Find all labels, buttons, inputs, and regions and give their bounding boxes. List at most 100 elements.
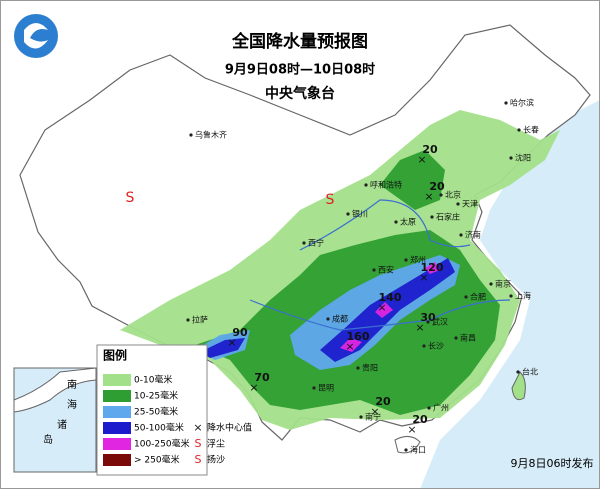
period: 9月9日08时—10日08时 <box>225 62 375 78</box>
city-dot <box>454 336 458 340</box>
city-dot <box>364 183 368 187</box>
city-label: 乌鲁木齐 <box>195 130 227 140</box>
rain-area <box>340 338 362 352</box>
city-label: 太原 <box>400 217 416 227</box>
legend: 图例 0-10毫米 10-25毫米 25-50毫米 50-100毫米 100-250毫米 >… <box>96 344 208 476</box>
city-label: 北京 <box>445 190 461 200</box>
city-dot <box>516 370 520 374</box>
legend-swatch <box>103 406 131 418</box>
rain-area <box>200 338 245 358</box>
city-label: 武汉 <box>432 317 448 327</box>
city-label: 银川 <box>352 209 368 219</box>
city-label: 西宁 <box>308 238 324 248</box>
city-dot <box>509 156 513 160</box>
city-dot <box>430 215 434 219</box>
city-label: 台北 <box>522 367 538 377</box>
inset-label: 诸 <box>57 419 67 431</box>
legend-label: 0-10毫米 <box>134 374 172 386</box>
legend-symbol-label: 浮尘 <box>207 438 225 450</box>
city-label: 呼和浩特 <box>370 180 402 190</box>
rain-area <box>380 150 445 210</box>
center-mark: × <box>377 301 386 314</box>
center-mark: × <box>370 405 379 418</box>
city-label: 天津 <box>462 199 478 209</box>
rain-center-value: 120 <box>421 261 444 274</box>
issuer: 中央气象台 <box>265 85 335 102</box>
center-mark: × <box>249 381 258 394</box>
city-dot <box>427 406 431 410</box>
city-label: 郑州 <box>410 255 426 265</box>
city-label: 哈尔滨 <box>510 98 534 108</box>
legend-label: 50-100毫米 <box>134 422 184 434</box>
rain-center-value: 160 <box>347 330 370 343</box>
rain-area <box>375 302 393 318</box>
city-label: 长沙 <box>428 341 444 351</box>
dust-symbol: S <box>126 190 135 206</box>
city-label: 济南 <box>465 230 481 240</box>
city-dot <box>186 318 190 322</box>
legend-swatch <box>103 438 131 450</box>
city-dot <box>356 366 360 370</box>
city-label: 南京 <box>495 279 511 289</box>
city-label: 昆明 <box>318 384 334 393</box>
city-dot <box>302 241 306 245</box>
city-dot <box>394 220 398 224</box>
legend-label: > 250毫米 <box>134 454 180 466</box>
city-dot <box>464 295 468 299</box>
city-dot <box>489 282 493 286</box>
legend-swatch <box>103 374 131 386</box>
logo-swirl <box>24 23 48 49</box>
center-mark: × <box>227 336 236 349</box>
city-dot <box>456 202 460 206</box>
city-label: 西安 <box>378 265 394 275</box>
inset-coast <box>13 367 97 413</box>
city-label: 长春 <box>523 125 539 135</box>
city-label: 成都 <box>332 314 348 324</box>
city-label: 南宁 <box>365 412 381 422</box>
logo-circle <box>14 14 58 58</box>
rain-center-value: 90 <box>232 326 248 339</box>
legend-swatch <box>103 422 131 434</box>
city-dot <box>404 258 408 262</box>
rain-center-value: 20 <box>375 395 391 408</box>
legend-label: 100-250毫米 <box>134 438 190 450</box>
sea <box>420 100 600 489</box>
city-dot <box>439 193 443 197</box>
city-dot <box>426 320 430 324</box>
city-dot <box>326 317 330 321</box>
city-label: 上海 <box>515 291 531 301</box>
legend-label: 10-25毫米 <box>134 390 178 402</box>
rain-center-value: 70 <box>254 371 270 384</box>
city-label: 海口 <box>410 445 426 455</box>
center-mark: × <box>419 271 428 284</box>
logo <box>14 14 58 58</box>
legend-label: 25-50毫米 <box>134 406 178 418</box>
city-dot <box>372 268 376 272</box>
river <box>249 299 511 331</box>
rain-center-value: 30 <box>420 311 436 324</box>
center-mark: × <box>415 321 424 334</box>
title: 全国降水量预报图 <box>231 31 368 52</box>
city-dot <box>504 101 508 105</box>
river <box>299 199 471 251</box>
city-dot <box>189 133 193 137</box>
city-label: 合肥 <box>470 292 486 302</box>
rain-center-value: 20 <box>429 180 445 193</box>
inset-label: 海 <box>67 398 77 411</box>
city-label: 石家庄 <box>436 212 460 222</box>
city-dot <box>509 294 513 298</box>
city-label: 沈阳 <box>515 153 531 163</box>
city-dot <box>517 128 521 132</box>
city-dot <box>346 212 350 216</box>
legend-swatch <box>103 390 131 402</box>
city-dot <box>459 233 463 237</box>
rain-center-value: 140 <box>379 291 402 304</box>
footer: 9月8日06时发布 <box>511 456 594 470</box>
rain-area <box>425 262 440 274</box>
island-taiwan <box>511 371 526 401</box>
city-label: 拉萨 <box>192 315 208 325</box>
inset-label: 南 <box>67 378 77 391</box>
city-label: 广州 <box>433 403 449 413</box>
